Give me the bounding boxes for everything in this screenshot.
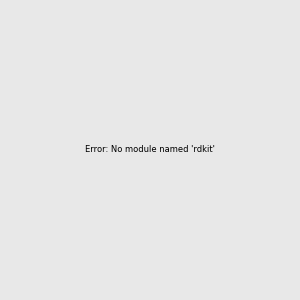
Text: Error: No module named 'rdkit': Error: No module named 'rdkit': [85, 146, 215, 154]
